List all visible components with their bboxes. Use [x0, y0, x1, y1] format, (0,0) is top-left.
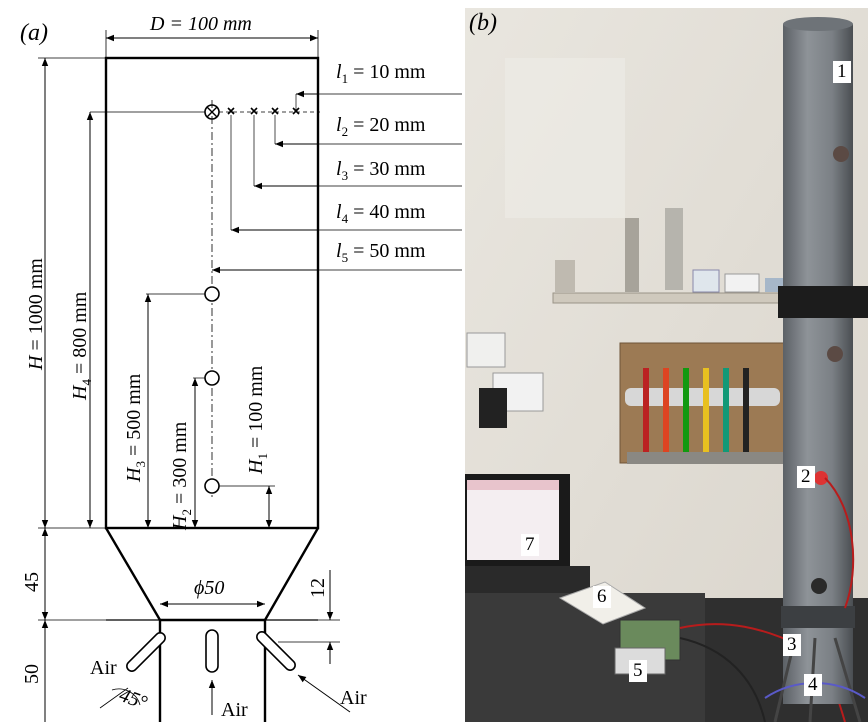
dim-H2-label: H2 = 300 mm	[169, 421, 194, 531]
dim-H4-label: H4 = 800 mm	[69, 291, 94, 401]
panel-b-label: (b)	[469, 10, 497, 36]
column-body	[104, 56, 320, 530]
marker-7: 7	[521, 534, 539, 556]
air-label-right: Air	[340, 687, 367, 709]
probe-point	[227, 107, 235, 115]
marker-1: 1	[833, 61, 851, 83]
column-pipe	[783, 24, 853, 704]
panel-a-schematic: (a) D = 100 mm l1 = 10 mm l2 = 20 mm l3 …	[20, 13, 462, 722]
dim-base-label: 50	[21, 664, 43, 684]
air-label-center: Air	[221, 699, 248, 721]
dim-l2-label: l2 = 20 mm	[336, 114, 426, 139]
marker-3: 3	[783, 634, 801, 656]
probe-point	[250, 107, 258, 115]
marker-2: 2	[797, 466, 815, 488]
dim-l4-label: l4 = 40 mm	[336, 201, 426, 226]
nozzle-center	[205, 629, 219, 673]
cone-section	[104, 527, 320, 622]
dim-l3-label: l3 = 30 mm	[336, 158, 426, 183]
dim-cone-label: 45	[21, 572, 43, 592]
nozzle-left	[126, 632, 166, 672]
dim-H-label: H = 1000 mm	[25, 258, 47, 371]
dim-angle-label: 45°	[116, 684, 150, 714]
dim-D-label: D = 100 mm	[149, 13, 252, 35]
port-H3	[204, 286, 220, 302]
schematic-svg: (a) D = 100 mm l1 = 10 mm l2 = 20 mm l3 …	[20, 13, 462, 722]
marker-5: 5	[629, 660, 647, 682]
dim-gap-label: 12	[307, 578, 329, 598]
air-label-left: Air	[90, 657, 117, 679]
dim-H1-label: H1 = 100 mm	[245, 365, 270, 475]
dim-H3-label: H3 = 500 mm	[123, 373, 148, 483]
marker-4: 4	[804, 674, 822, 696]
marker-6: 6	[593, 586, 611, 608]
panel-a-label: (a)	[20, 20, 48, 46]
nozzle-right	[256, 631, 296, 671]
photo-illustration	[465, 8, 868, 722]
dim-l5-label: l5 = 50 mm	[336, 240, 426, 265]
dim-l1-label: l1 = 10 mm	[336, 61, 426, 86]
probe-point	[271, 107, 279, 115]
port-H2	[204, 370, 220, 386]
dim-phi-label: ϕ50	[194, 577, 224, 599]
panel-b-photo: (b) 1 2 3 4 5 6 7	[465, 8, 868, 722]
port-H1	[204, 478, 220, 494]
